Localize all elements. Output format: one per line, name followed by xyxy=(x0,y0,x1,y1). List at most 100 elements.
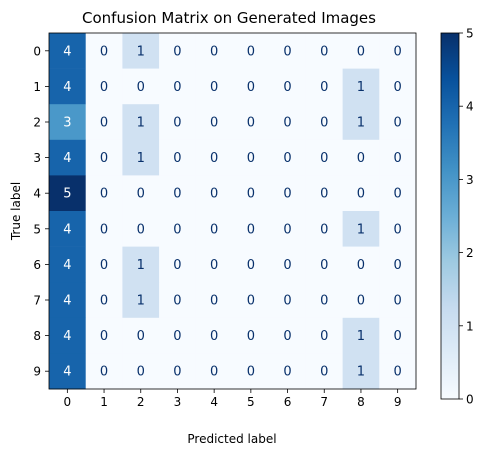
heatmap-cell xyxy=(85,139,123,176)
heatmap-cell xyxy=(49,139,86,176)
heatmap-cell xyxy=(305,353,343,390)
heatmap-cell xyxy=(269,282,307,319)
heatmap-cell xyxy=(122,317,160,354)
cell-value-label: 0 xyxy=(100,258,108,273)
cell-value-label: 0 xyxy=(394,187,402,202)
cell-value-label: 0 xyxy=(137,80,145,95)
cell-value-label: 0 xyxy=(394,80,402,95)
heatmap-cell xyxy=(85,353,123,390)
heatmap-cell xyxy=(379,211,417,247)
cell-value-label: 0 xyxy=(210,294,218,309)
cell-value-label: 0 xyxy=(320,151,328,166)
cell-value-label: 0 xyxy=(357,258,365,273)
cell-value-label: 4 xyxy=(63,258,71,273)
cell-value-label: 0 xyxy=(173,258,181,273)
cell-value-label: 1 xyxy=(357,222,365,237)
cell-value-label: 0 xyxy=(394,258,402,273)
heatmap-cell xyxy=(159,317,197,354)
heatmap-cell xyxy=(49,33,86,69)
cell-value-label: 0 xyxy=(283,222,291,237)
heatmap-cell xyxy=(122,175,160,212)
heatmap-cell xyxy=(195,68,233,105)
heatmap-cell xyxy=(232,317,270,354)
heatmap-cell xyxy=(305,246,343,283)
cell-value-label: 0 xyxy=(210,116,218,131)
cell-value-label: 4 xyxy=(63,222,71,237)
cell-value-label: 0 xyxy=(283,258,291,273)
heatmap-cell xyxy=(342,68,380,105)
heatmap-cell xyxy=(305,317,343,354)
cell-value-label: 0 xyxy=(320,365,328,380)
cell-value-label: 0 xyxy=(247,258,255,273)
heatmap-cell xyxy=(232,104,270,141)
heatmap-cell xyxy=(232,68,270,105)
heatmap-cell xyxy=(305,211,343,247)
heatmap-cell xyxy=(305,68,343,105)
heatmap-cell xyxy=(379,282,417,319)
heatmap-cell xyxy=(49,317,86,354)
y-tick-label: 3 xyxy=(33,151,41,165)
cell-value-label: 0 xyxy=(320,222,328,237)
heatmap-cell xyxy=(122,282,160,319)
cell-value-label: 0 xyxy=(283,187,291,202)
cell-value-label: 1 xyxy=(357,329,365,344)
heatmap-cell xyxy=(232,211,270,247)
cell-value-label: 0 xyxy=(283,151,291,166)
heatmap-cell xyxy=(269,33,307,69)
heatmap-cell xyxy=(85,68,123,105)
cell-value-label: 0 xyxy=(210,258,218,273)
heatmap-cell xyxy=(379,68,417,105)
cell-value-label: 0 xyxy=(394,44,402,59)
heatmap-cell xyxy=(342,246,380,283)
heatmap-cell xyxy=(85,104,123,141)
cell-value-label: 0 xyxy=(173,44,181,59)
heatmap-cell xyxy=(122,33,160,69)
colorbar-tick-label: 0 xyxy=(466,393,474,407)
heatmap-cell xyxy=(305,33,343,69)
cell-value-label: 1 xyxy=(357,365,365,380)
heatmap-cell xyxy=(232,246,270,283)
cell-value-label: 1 xyxy=(137,294,145,309)
heatmap-cell xyxy=(342,211,380,247)
cell-value-label: 0 xyxy=(247,329,255,344)
cell-value-label: 0 xyxy=(357,187,365,202)
cell-value-label: 0 xyxy=(173,116,181,131)
heatmap-cell xyxy=(269,104,307,141)
cell-value-label: 0 xyxy=(394,294,402,309)
heatmap-cell xyxy=(49,68,86,105)
heatmap-cell xyxy=(342,139,380,176)
heatmap-cell xyxy=(269,139,307,176)
x-axis-ticks: 0 1 2 3 4 5 6 7 8 9 xyxy=(64,389,401,409)
cell-value-label: 1 xyxy=(137,151,145,166)
y-tick-label: 5 xyxy=(33,222,41,236)
cell-value-label: 0 xyxy=(100,44,108,59)
heatmap-cell xyxy=(379,104,417,141)
heatmap-cell xyxy=(159,139,197,176)
heatmap-cell xyxy=(195,282,233,319)
cell-value-label: 0 xyxy=(173,222,181,237)
heatmap-cell xyxy=(122,211,160,247)
cell-value-label: 0 xyxy=(394,151,402,166)
cell-value-label: 0 xyxy=(100,329,108,344)
y-tick-label: 8 xyxy=(33,329,41,343)
cell-value-label: 0 xyxy=(283,44,291,59)
x-tick-label: 3 xyxy=(174,395,182,409)
cell-value-label: 0 xyxy=(100,365,108,380)
cell-value-label: 0 xyxy=(394,365,402,380)
colorbar-tick-label: 3 xyxy=(466,173,474,187)
heatmap-cell xyxy=(85,211,123,247)
cell-value-label: 0 xyxy=(247,44,255,59)
cell-value-label: 0 xyxy=(137,222,145,237)
y-axis-label: True label xyxy=(9,182,23,241)
heatmap-cell xyxy=(122,246,160,283)
x-tick-label: 2 xyxy=(137,395,145,409)
heatmap-cell xyxy=(379,139,417,176)
colorbar xyxy=(440,32,460,400)
cell-value-label: 4 xyxy=(63,44,71,59)
heatmap-cell xyxy=(49,104,86,141)
heatmap-cell xyxy=(195,317,233,354)
heatmap-cell xyxy=(195,353,233,390)
x-tick-label: 0 xyxy=(64,395,72,409)
heatmap-cell xyxy=(269,211,307,247)
cell-value-label: 0 xyxy=(100,80,108,95)
